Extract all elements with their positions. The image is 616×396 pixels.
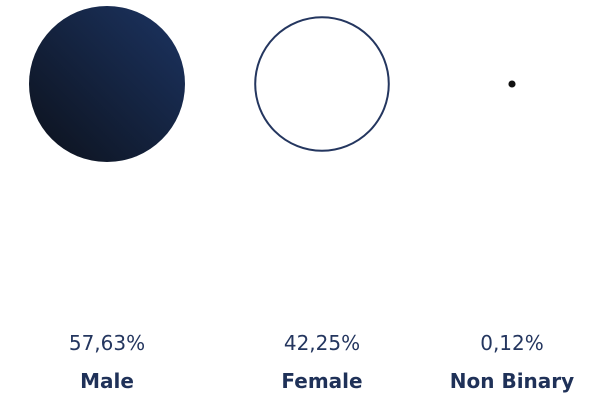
series-non-binary: 0,12% Non Binary <box>450 80 574 393</box>
male-category-label: Male <box>80 369 134 393</box>
male-bubble <box>29 6 185 162</box>
male-value-label: 57,63% <box>69 331 145 355</box>
female-bubble <box>254 16 390 152</box>
female-value-label: 42,25% <box>284 331 360 355</box>
series-female: 42,25% Female <box>254 16 390 393</box>
female-category-label: Female <box>281 369 362 393</box>
non-binary-bubble <box>508 80 516 88</box>
series-male: 57,63% Male <box>29 6 185 393</box>
non-binary-category-label: Non Binary <box>450 369 574 393</box>
non-binary-value-label: 0,12% <box>480 331 544 355</box>
